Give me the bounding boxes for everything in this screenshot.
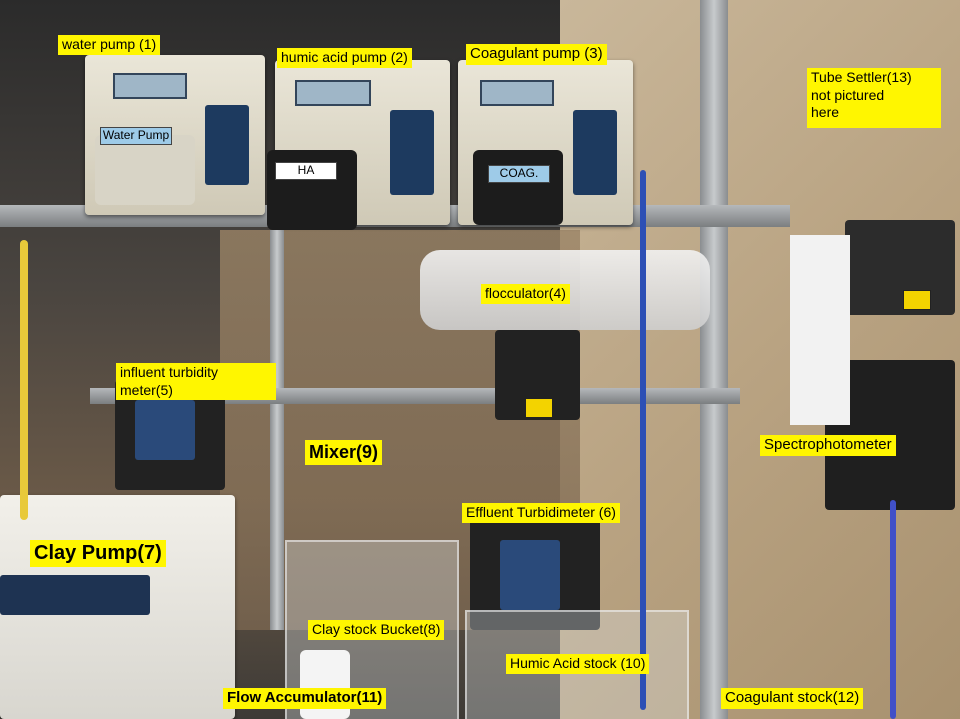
- meter-faceplate: [135, 400, 195, 460]
- label-mixer: Mixer(9): [305, 440, 383, 465]
- label-humic-acid-stock: Humic Acid stock (10): [506, 654, 650, 674]
- pump-head: [473, 150, 563, 225]
- coag-tag: COAG.: [488, 165, 550, 183]
- label-spectrophotometer: Spectrophotometer: [760, 435, 896, 456]
- label-tube-settler: Tube Settler(13) not pictured here: [807, 68, 941, 128]
- label-clay-stock-bucket: Clay stock Bucket(8): [308, 620, 445, 640]
- pump-keypad: [205, 105, 249, 185]
- white-mount-plate: [790, 235, 850, 425]
- clay-pump-unit: [0, 495, 235, 719]
- label-coagulant-stock: Coagulant stock(12): [721, 688, 864, 709]
- frame-rail-right: [700, 0, 728, 719]
- label-clay-pump: Clay Pump(7): [30, 540, 166, 567]
- label-water-pump: water pump (1): [58, 35, 161, 55]
- label-effluent-turbidimeter: Effluent Turbidimeter (6): [462, 503, 620, 523]
- pump-keypad: [573, 110, 617, 195]
- spectrophotometer-controller: [845, 220, 955, 315]
- coagulant-pump-unit: COAG.: [458, 60, 633, 225]
- pump-display: [480, 80, 554, 106]
- ha-tag: HA: [275, 162, 337, 180]
- pump-keypad: [390, 110, 434, 195]
- label-humic-acid-pump: humic acid pump (2): [277, 48, 412, 68]
- label-flocculator: flocculator(4): [481, 284, 570, 304]
- warning-icon: [525, 398, 553, 418]
- pump-display-panel: [0, 575, 150, 615]
- pump-head: [95, 135, 195, 205]
- meter-faceplate: [500, 540, 560, 610]
- junction-box: [495, 330, 580, 420]
- humic-acid-pump-unit: HA: [267, 60, 450, 230]
- water-pump-tag: Water Pump: [100, 127, 172, 145]
- label-influent-turbidity-meter: influent turbidity meter(5): [116, 363, 276, 400]
- water-pump-unit: Water Pump: [85, 55, 265, 215]
- label-coagulant-pump: Coagulant pump (3): [466, 44, 607, 65]
- blue-cable-right: [890, 500, 896, 719]
- frame-rail-left: [270, 230, 284, 630]
- warning-icon: [903, 290, 931, 310]
- blue-cable: [640, 170, 646, 710]
- yellow-cable: [20, 240, 28, 520]
- pump-display: [295, 80, 371, 106]
- pump-display: [113, 73, 187, 99]
- label-flow-accumulator: Flow Accumulator(11): [223, 688, 387, 709]
